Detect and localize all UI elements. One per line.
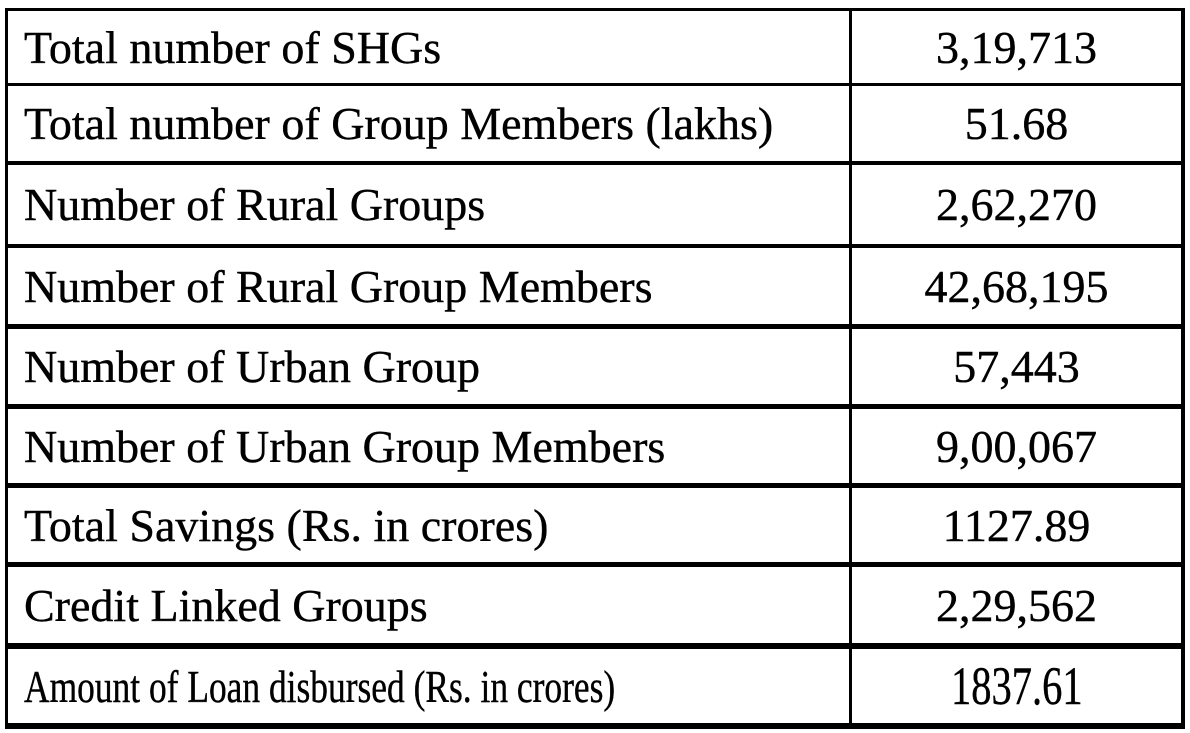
row-value-text: 9,00,067 xyxy=(936,420,1097,472)
row-label: Number of Urban Group Members xyxy=(8,409,852,483)
table-row: Number of Urban Group Members 9,00,067 xyxy=(8,404,1181,483)
row-value: 57,443 xyxy=(852,329,1181,404)
row-value-text: 2,29,562 xyxy=(936,579,1097,631)
row-value-text: 42,68,195 xyxy=(924,260,1109,312)
row-label-text: Number of Rural Groups xyxy=(24,179,486,230)
row-value: 2,62,270 xyxy=(852,165,1181,244)
row-value-text: 1127.89 xyxy=(942,499,1091,551)
row-label: Number of Rural Groups xyxy=(8,165,852,244)
row-value-text: 51.68 xyxy=(964,98,1069,149)
row-label: Credit Linked Groups xyxy=(8,567,852,643)
row-label: Total number of SHGs xyxy=(8,11,852,83)
row-label-text: Number of Urban Group xyxy=(24,341,481,392)
row-value: 1127.89 xyxy=(852,488,1181,562)
table-row: Number of Rural Groups 2,62,270 xyxy=(8,161,1181,244)
row-value-text: 57,443 xyxy=(953,341,1080,392)
row-label-text: Number of Rural Group Members xyxy=(24,260,653,312)
table-row: Number of Urban Group 57,443 xyxy=(8,324,1181,404)
row-value: 51.68 xyxy=(852,86,1181,161)
row-value: 42,68,195 xyxy=(852,248,1181,324)
row-value: 3,19,713 xyxy=(852,11,1181,83)
table-row: Number of Rural Group Members 42,68,195 xyxy=(8,244,1181,324)
table-row: Total number of SHGs 3,19,713 xyxy=(8,11,1181,83)
row-label: Total number of Group Members (lakhs) xyxy=(8,86,852,161)
table-row: Credit Linked Groups 2,29,562 xyxy=(8,562,1181,643)
row-label-text: Amount of Loan disbursed (Rs. in crores) xyxy=(24,660,616,712)
table-row: Total number of Group Members (lakhs) 51… xyxy=(8,83,1181,161)
row-value: 9,00,067 xyxy=(852,409,1181,483)
row-value: 1837.61 xyxy=(852,649,1181,723)
shg-statistics-table: Total number of SHGs 3,19,713 Total numb… xyxy=(5,8,1185,729)
row-label: Number of Rural Group Members xyxy=(8,248,852,324)
row-label: Total Savings (Rs. in crores) xyxy=(8,488,852,562)
row-label-text: Number of Urban Group Members xyxy=(24,420,666,472)
row-label: Number of Urban Group xyxy=(8,329,852,404)
row-label-text: Credit Linked Groups xyxy=(24,579,428,631)
row-label-text: Total number of SHGs xyxy=(24,21,442,73)
row-label: Amount of Loan disbursed (Rs. in crores) xyxy=(8,649,852,723)
row-label-text: Total Savings (Rs. in crores) xyxy=(24,499,549,551)
table-row: Total Savings (Rs. in crores) 1127.89 xyxy=(8,483,1181,562)
row-value-text: 3,19,713 xyxy=(936,21,1097,73)
row-value: 2,29,562 xyxy=(852,567,1181,643)
table-row: Amount of Loan disbursed (Rs. in crores)… xyxy=(8,643,1181,723)
row-value-text: 2,62,270 xyxy=(936,179,1097,230)
row-label-text: Total number of Group Members (lakhs) xyxy=(24,98,774,149)
row-value-text: 1837.61 xyxy=(950,656,1083,716)
